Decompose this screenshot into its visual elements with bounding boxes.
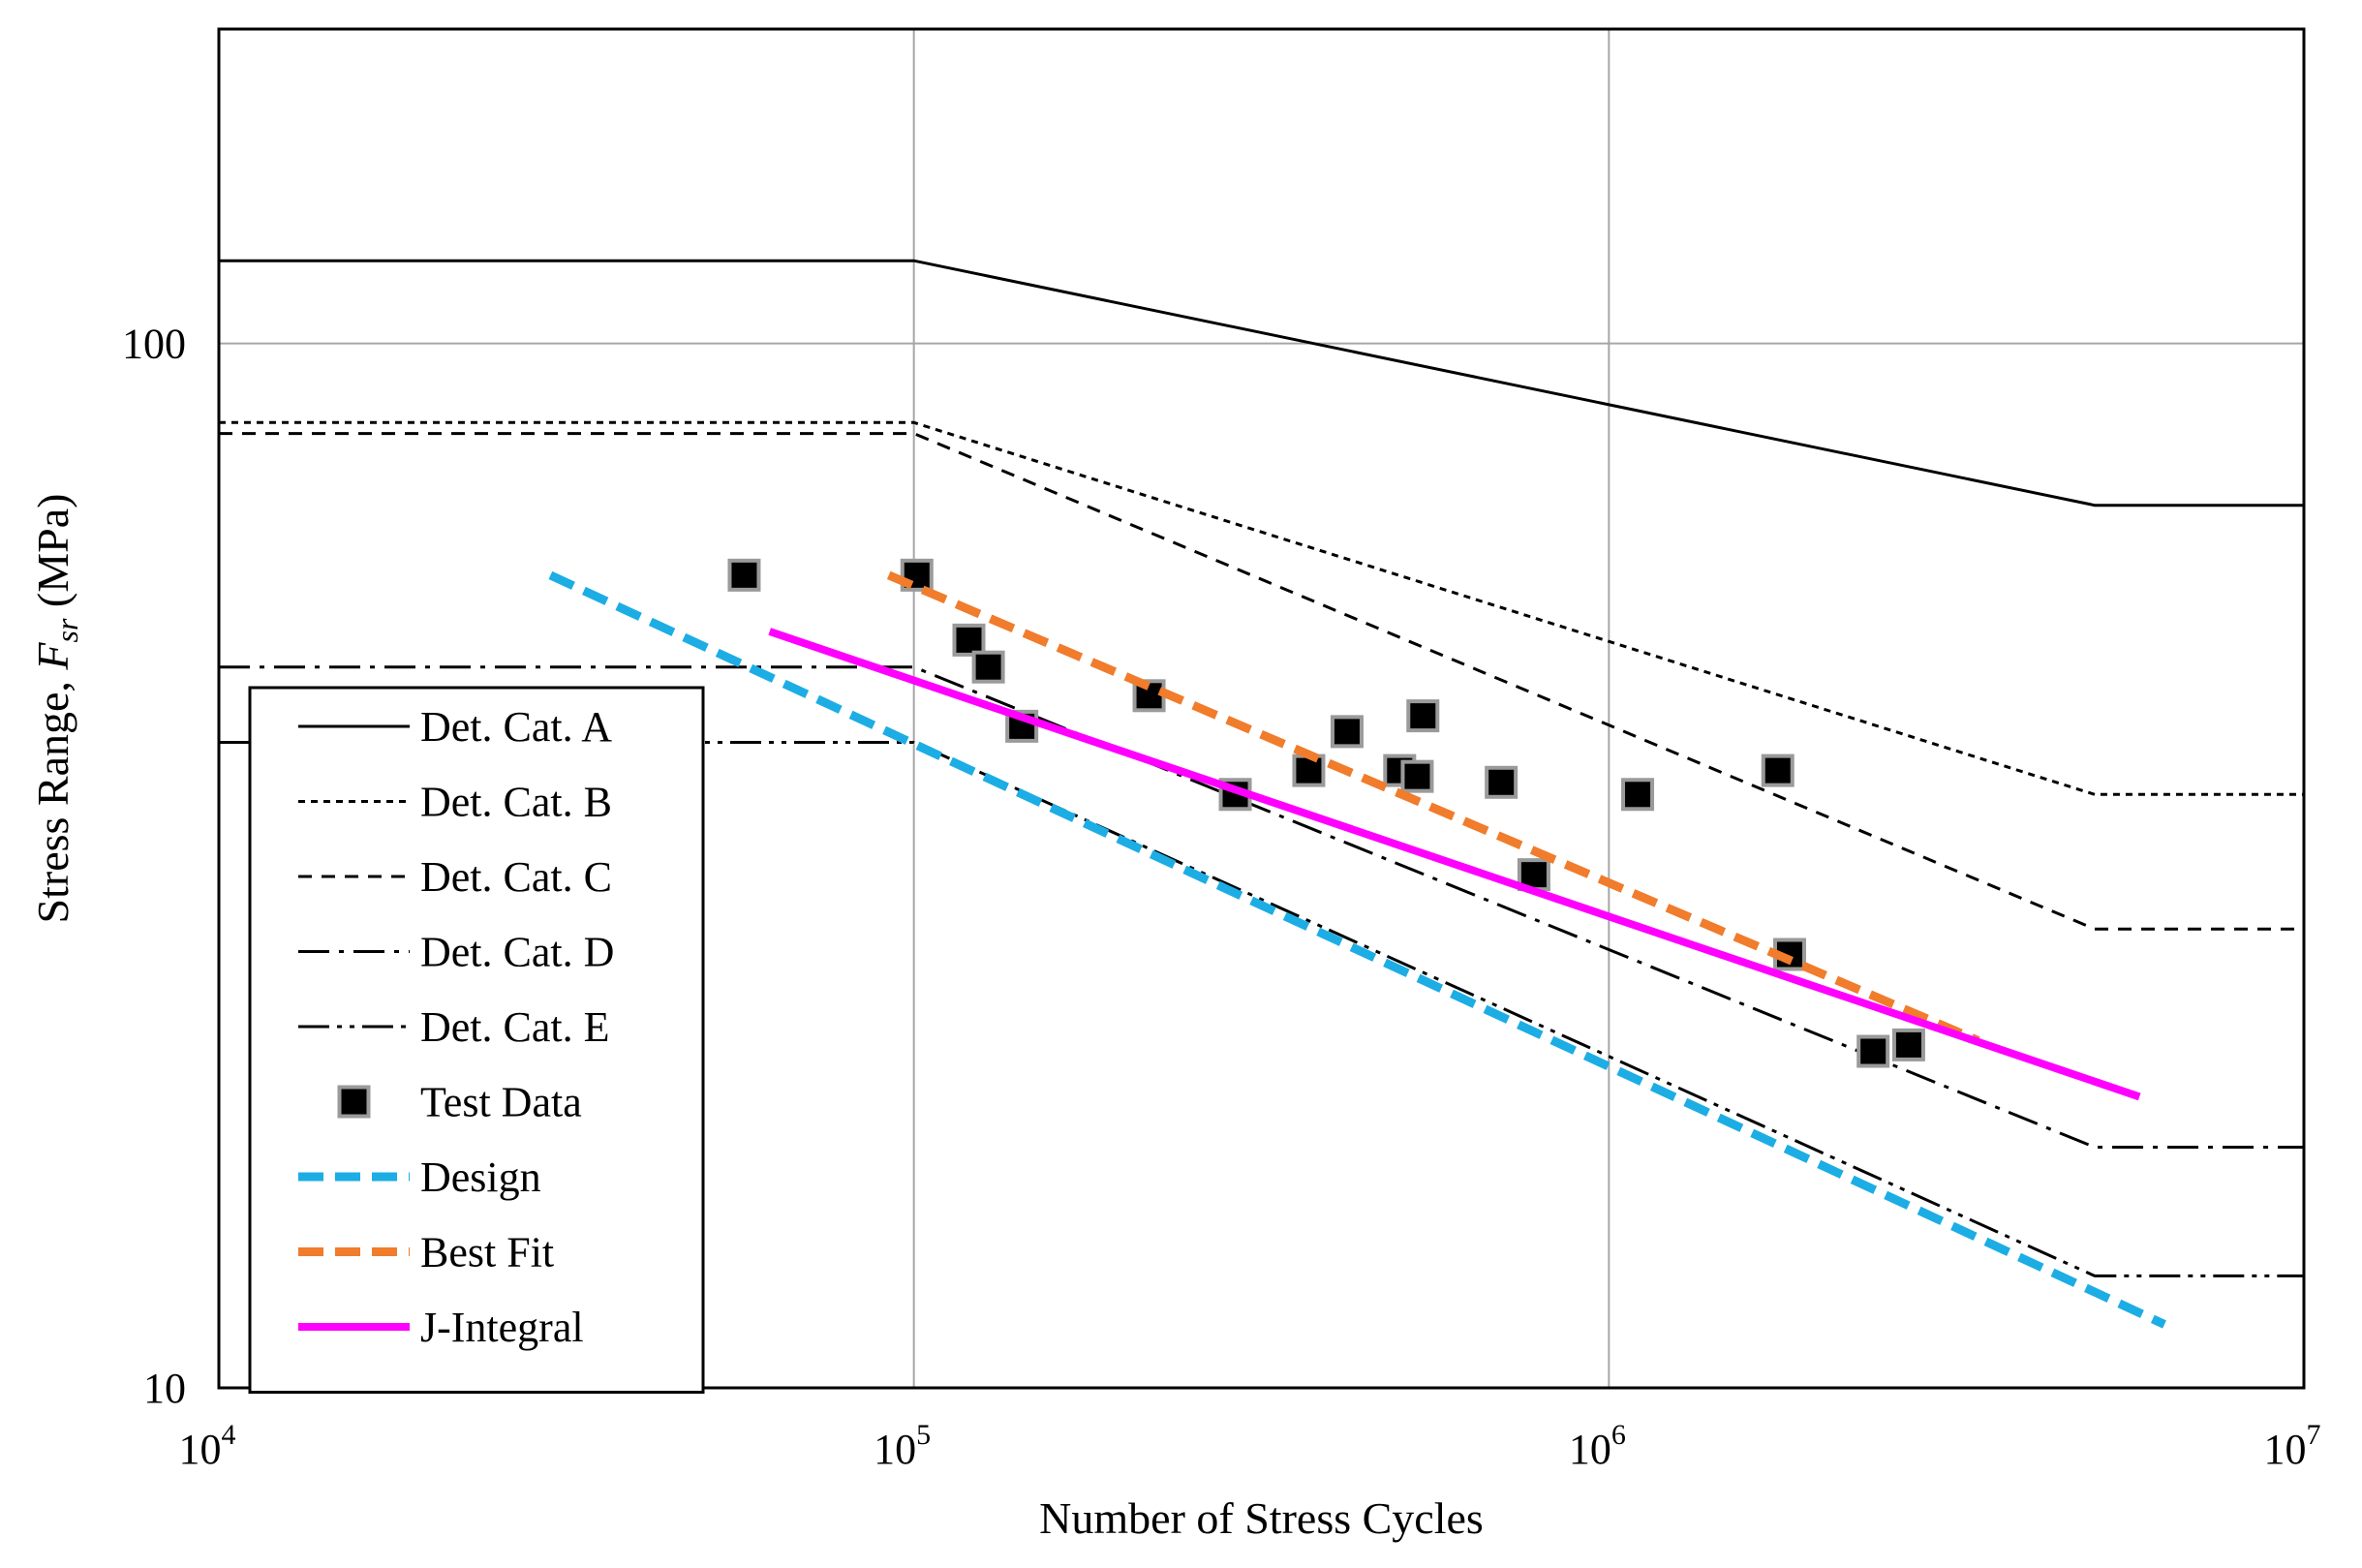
legend-swatch-test-data bbox=[337, 1085, 371, 1119]
series-design-line bbox=[548, 570, 2166, 1329]
legend-label-best-fit: Best Fit bbox=[420, 1229, 554, 1276]
x-tick-label-exponent: 5 bbox=[916, 1419, 931, 1451]
test-data-point bbox=[1406, 699, 1440, 733]
test-data-point bbox=[1856, 1034, 1890, 1068]
series-j-integral-line bbox=[768, 628, 2141, 1101]
series-det-cat-c-line bbox=[219, 432, 2304, 931]
test-data-point bbox=[1517, 858, 1550, 892]
y-tick-label: 10 bbox=[143, 1365, 186, 1412]
series-det-cat-a-line bbox=[219, 259, 2304, 507]
series-best-fit-line bbox=[886, 570, 1980, 1045]
x-tick-label-exponent: 7 bbox=[2307, 1419, 2321, 1451]
legend: Det. Cat. A Det. Cat. B Det. Cat. C Det. Ca… bbox=[248, 686, 705, 1394]
legend-box bbox=[248, 686, 705, 1394]
series-det-cat-d-line bbox=[219, 665, 2304, 1149]
x-tick-label-base: 10 bbox=[874, 1426, 916, 1473]
x-tick-label-exponent: 6 bbox=[1611, 1419, 1626, 1451]
y-axis-title-var: F bbox=[28, 642, 77, 671]
test-data-point bbox=[1761, 753, 1795, 787]
series-group bbox=[219, 259, 2304, 1329]
x-tick-label: 104 bbox=[179, 1419, 236, 1473]
test-data-point bbox=[1330, 715, 1364, 749]
legend-label-det-cat-d: Det. Cat. D bbox=[420, 929, 614, 976]
test-data-point bbox=[1485, 765, 1518, 799]
test-data-point bbox=[1891, 1028, 1925, 1061]
legend-label-det-cat-a: Det. Cat. A bbox=[420, 703, 612, 751]
x-tick-label-base: 10 bbox=[1569, 1426, 1611, 1473]
test-data-point bbox=[952, 623, 986, 657]
x-tick-label: 105 bbox=[874, 1419, 931, 1473]
y-axis-title-suffix: (MPa) bbox=[28, 494, 77, 619]
test-data-point bbox=[1292, 753, 1326, 787]
legend-label-design: Design bbox=[420, 1153, 541, 1201]
test-data-point bbox=[971, 650, 1005, 684]
x-tick-label-base: 10 bbox=[2264, 1426, 2307, 1473]
y-axis-title-sub: sr bbox=[49, 618, 84, 642]
y-tick-label: 100 bbox=[122, 321, 186, 368]
x-tick-label-base: 10 bbox=[179, 1426, 222, 1473]
legend-label-det-cat-c: Det. Cat. C bbox=[420, 853, 612, 901]
x-axis-title: Number of Stress Cycles bbox=[1039, 1493, 1484, 1543]
x-tick-label-exponent: 4 bbox=[222, 1419, 236, 1451]
plot-frame bbox=[217, 27, 2306, 1390]
legend-label-det-cat-b: Det. Cat. B bbox=[420, 779, 612, 826]
x-tick-label: 107 bbox=[2264, 1419, 2321, 1473]
test-data-point bbox=[1400, 759, 1434, 793]
test-data-point bbox=[727, 558, 761, 592]
series-det-cat-b-line bbox=[219, 420, 2304, 796]
test-data-point bbox=[1621, 778, 1655, 812]
y-axis-title-prefix: Stress Range, bbox=[28, 670, 77, 924]
x-tick-label: 106 bbox=[1569, 1419, 1626, 1473]
legend-label-j-integral: J-Integral bbox=[420, 1304, 584, 1351]
y-axis-title: Stress Range, Fsr (MPa) bbox=[28, 494, 84, 924]
legend-label-test-data: Test Data bbox=[420, 1079, 582, 1126]
legend-label-det-cat-e: Det. Cat. E bbox=[420, 1003, 610, 1051]
